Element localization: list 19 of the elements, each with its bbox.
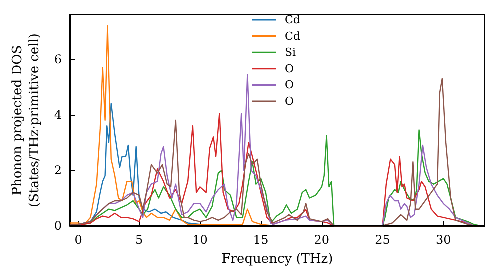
x-tick-label: 20 bbox=[314, 233, 330, 247]
x-axis-title: Frequency (THz) bbox=[222, 252, 334, 267]
x-tick-label: 15 bbox=[253, 233, 269, 247]
y-tick-label: 2 bbox=[54, 163, 62, 178]
legend-label: Si bbox=[285, 46, 297, 60]
x-tick-label: 10 bbox=[192, 233, 208, 247]
legend-label: O bbox=[285, 78, 294, 92]
legend-label: O bbox=[285, 95, 294, 108]
legend-label: O bbox=[285, 62, 294, 76]
y-tick-label: 4 bbox=[54, 108, 62, 122]
legend-label: Cd bbox=[285, 30, 300, 43]
y-tick-label: 6 bbox=[54, 52, 62, 66]
x-tick-label: 25 bbox=[375, 233, 390, 247]
legend-label: Cd bbox=[285, 14, 300, 26]
y-tick-label: 0 bbox=[54, 219, 62, 233]
y-axis-title: Phonon projected DOS (States/THz·primitive cell) bbox=[10, 33, 42, 208]
x-tick-label: 5 bbox=[136, 233, 144, 247]
x-tick-label: 0 bbox=[74, 233, 82, 247]
x-tick-label: 30 bbox=[436, 233, 452, 247]
